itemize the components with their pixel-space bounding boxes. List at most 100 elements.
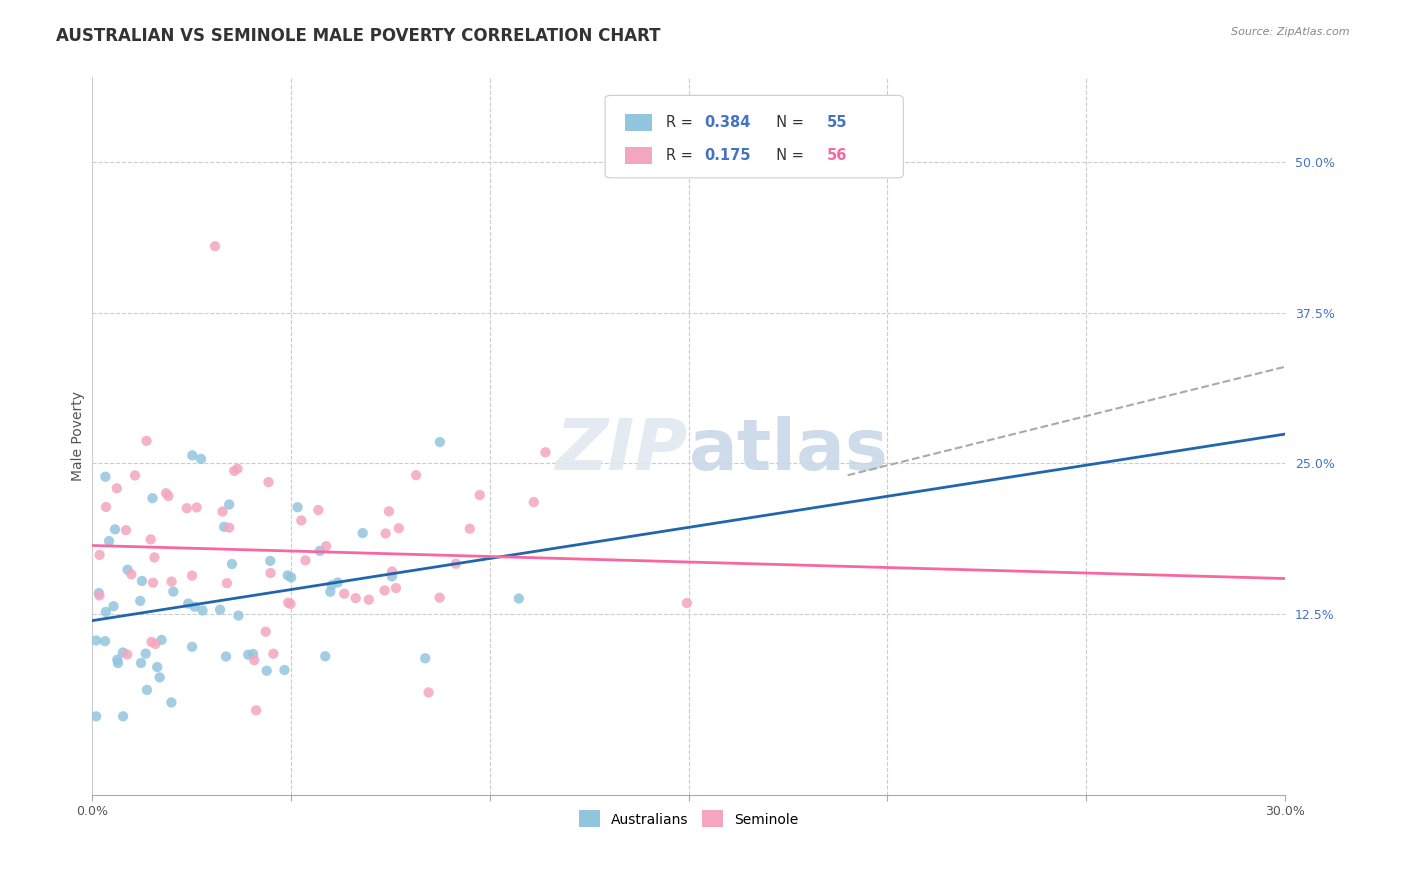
Point [186,500,208,515]
Point [259,554,281,568]
Point [212,520,235,534]
Point [534,445,557,459]
Point [352,526,374,541]
Point [468,488,491,502]
Point [385,581,408,595]
Point [129,656,152,670]
Point [117,563,139,577]
Point [115,523,138,537]
Point [333,587,356,601]
Point [84,709,107,723]
FancyBboxPatch shape [626,114,651,131]
Point [177,597,200,611]
Point [374,526,396,541]
Point [136,682,159,697]
Point [326,575,349,590]
Point [157,489,180,503]
Point [181,568,204,582]
Point [115,648,138,662]
Y-axis label: Male Poverty: Male Poverty [72,391,86,481]
Point [381,565,404,579]
Point [146,660,169,674]
Point [149,670,172,684]
Point [129,594,152,608]
Text: 56: 56 [827,148,848,163]
Point [321,578,343,592]
Point [211,504,233,518]
Point [84,633,107,648]
Point [142,575,165,590]
Point [204,239,226,253]
Legend: Australians, Seminole: Australians, Seminole [572,804,806,834]
Point [308,544,330,558]
Point [98,534,121,549]
Point [429,591,451,605]
Point [181,640,204,654]
Point [141,635,163,649]
Point [181,449,204,463]
Point [94,634,117,648]
Point [120,567,142,582]
Point [280,597,302,611]
Point [405,468,427,483]
Point [388,521,411,535]
Point [259,566,281,580]
Point [141,491,163,505]
Point [444,557,467,571]
Point [135,647,157,661]
Point [184,599,207,614]
Point [226,462,249,476]
Text: 55: 55 [827,115,848,130]
Point [523,495,546,509]
Point [273,663,295,677]
FancyBboxPatch shape [605,95,903,178]
Point [150,632,173,647]
Point [319,584,342,599]
Point [87,586,110,600]
Point [160,695,183,709]
Point [418,685,440,699]
Point [218,498,240,512]
Point [676,596,699,610]
Text: 0.175: 0.175 [704,148,751,163]
Point [155,486,177,500]
Point [107,656,129,670]
Point [277,596,299,610]
Point [257,475,280,490]
Point [131,574,153,588]
Point [160,574,183,589]
Point [221,557,243,571]
Text: 0.384: 0.384 [704,115,751,130]
Point [176,501,198,516]
Text: R =: R = [666,148,702,163]
Point [508,591,530,606]
Point [111,646,134,660]
Point [215,649,238,664]
Point [374,583,396,598]
Point [344,591,367,606]
Point [256,664,278,678]
Point [429,435,451,450]
Point [105,481,128,495]
Point [162,584,184,599]
Point [378,504,401,518]
Point [357,592,380,607]
Point [191,603,214,617]
Point [218,520,240,534]
Point [124,468,146,483]
Point [242,647,264,661]
Point [290,513,312,527]
Point [94,469,117,483]
Point [277,568,299,582]
Point [89,548,111,562]
Point [228,608,250,623]
Point [280,570,302,584]
Point [307,503,329,517]
Point [254,624,277,639]
Point [89,589,111,603]
Point [458,522,481,536]
Point [143,550,166,565]
Point [135,434,157,448]
Text: ZIP: ZIP [557,416,689,485]
Point [224,464,246,478]
